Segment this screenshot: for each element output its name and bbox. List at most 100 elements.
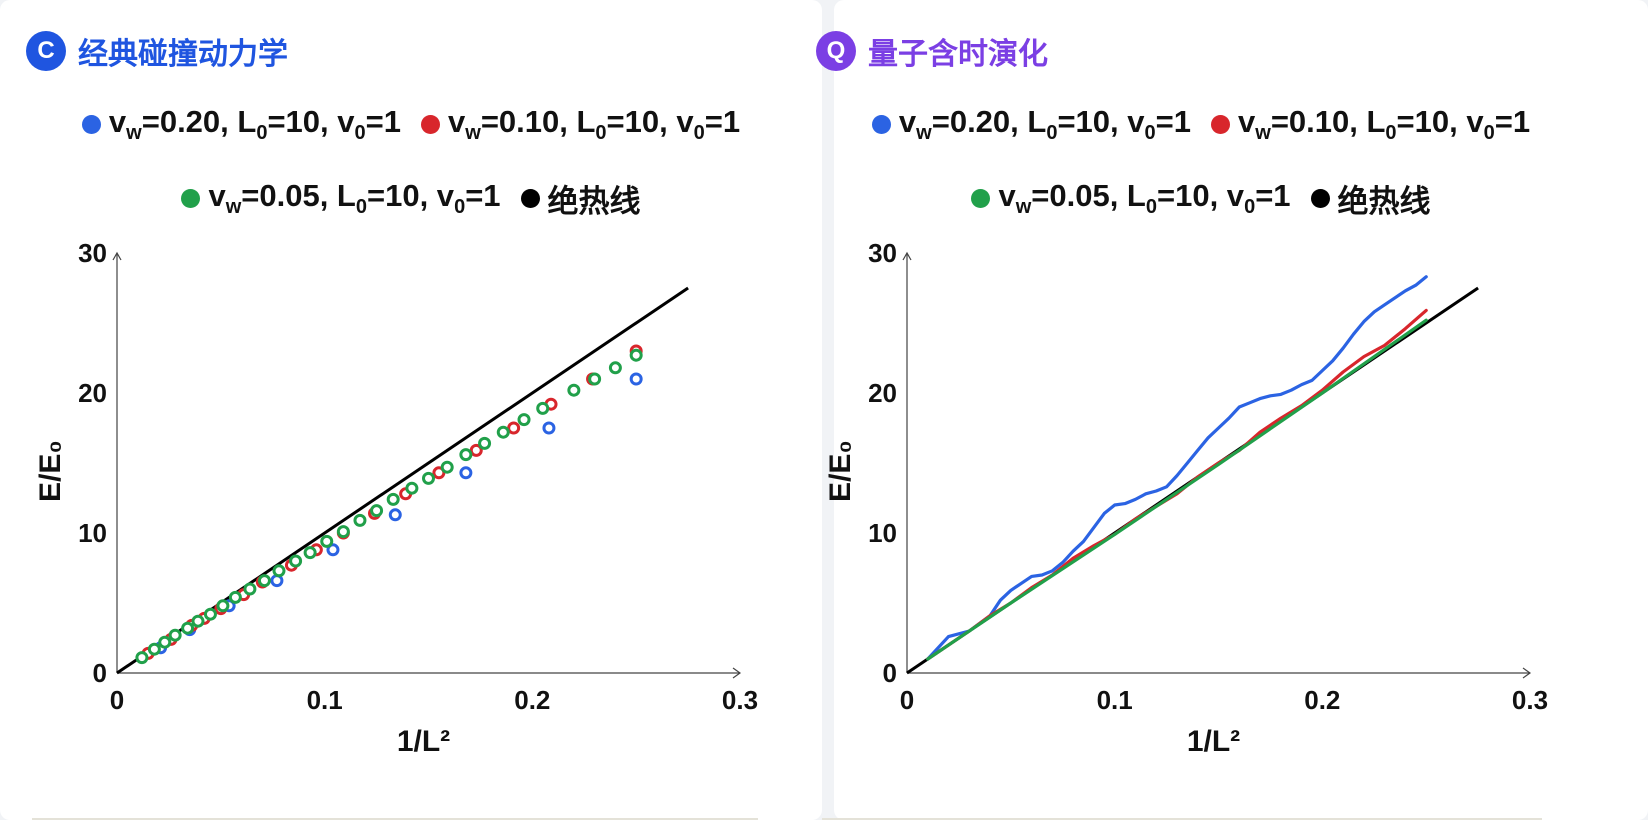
data-point [168,628,182,642]
legend-dot-red [1211,115,1230,135]
y-axis-arrow [112,251,122,261]
data-point [289,554,303,568]
legend-item-vw005: vw=0.05, L0=10, v0=1 [181,177,501,219]
data-point [191,614,205,628]
x-axis-arrow [1522,667,1532,679]
data-point [536,401,550,415]
panel-badge: Q [816,31,856,71]
legend-item-vw005: vw=0.05, L0=10, v0=1 [971,177,1291,219]
y-tick-label: 10 [78,518,107,548]
data-point [158,635,172,649]
data-point [517,413,531,427]
data-point [228,590,242,604]
data-point [629,372,643,386]
data-point [542,421,556,435]
legend-label: vw=0.05, L0=10, v0=1 [998,177,1291,219]
panel-title: 量子含时演化 [868,38,1048,71]
legend-dot-black [1310,189,1330,208]
data-point [440,460,454,474]
data-point [567,383,581,397]
legend-label-adiabatic: 绝热线 [1337,184,1431,219]
data-point [608,361,622,375]
legend-label: vw=0.20, L0=10, v0=1 [898,104,1191,145]
data-point [432,466,446,480]
y-tick-label: 30 [868,238,897,268]
data-point [629,348,643,362]
panel-header: Q 量子含时演化 [816,30,1048,72]
legend-item-vw010: vw=0.10, L0=10, v0=1 [1211,104,1530,145]
legend-dot-green [971,189,991,208]
divider [32,818,758,820]
data-point [326,543,340,557]
series-line-2 [926,318,1428,661]
data-point [370,504,384,518]
x-tick-label: 0.1 [307,685,343,715]
data-point [353,513,367,527]
x-axis-arrow [732,667,742,679]
x-tick-label: 0.1 [1097,685,1133,715]
legend-dot-blue [81,115,101,135]
data-point [135,651,149,665]
legend-item-vw020: vw=0.20, L0=10, v0=1 [871,104,1191,145]
panel-title: 经典碰撞动力学 [78,38,288,71]
data-point [272,564,286,578]
data-point [478,436,492,450]
x-tick-label: 0.3 [722,685,758,715]
chart-classical: 0 0.1 0.2 0.3 0 10 20 30 1/L² E/E₀ [34,238,758,758]
y-axis-title: E/E₀ [34,440,67,502]
legend-dot-red [421,115,440,135]
y-tick-label: 10 [868,518,897,548]
legend-label: vw=0.10, L0=10, v0=1 [448,104,741,145]
data-point [588,372,602,386]
panel-header: C 经典碰撞动力学 [26,30,288,72]
x-axis-title: 1/L² [397,725,450,758]
legend-item-adiabatic: 绝热线 [520,176,641,221]
y-tick-label: 30 [78,238,107,268]
y-axis-title: E/E₀ [824,440,857,502]
chart-quantum: 0 0.1 0.2 0.3 0 10 20 30 1/L² E/E₀ [824,238,1548,758]
quantum-panel: Q 量子含时演化 vw=0.20, L0=10, v0=1 vw=0.10, L… [816,0,1648,820]
legend-item-vw010: vw=0.10, L0=10, v0=1 [421,104,740,145]
legend-label: vw=0.20, L0=10, v0=1 [108,104,401,145]
data-point [203,607,217,621]
data-point [405,481,419,495]
y-tick-label: 20 [78,378,107,408]
legend-item-vw020: vw=0.20, L0=10, v0=1 [81,104,401,145]
y-tick-label: 20 [868,378,897,408]
legend-label-adiabatic: 绝热线 [547,184,641,219]
legend-row-2: vw=0.05, L0=10, v0=1 绝热线 [0,176,822,221]
data-point [459,448,473,462]
x-tick-label: 0.3 [1512,685,1548,715]
data-point [386,492,400,506]
data-point [388,508,402,522]
y-tick-label: 0 [883,658,897,688]
x-tick-label: 0.2 [1304,685,1340,715]
data-point [459,466,473,480]
legend-label: vw=0.10, L0=10, v0=1 [1238,104,1531,145]
divider [822,818,1542,820]
legend-label: vw=0.05, L0=10, v0=1 [208,177,501,219]
legend-row-2: vw=0.05, L0=10, v0=1 绝热线 [790,176,1612,221]
legend-item-adiabatic: 绝热线 [1310,176,1431,221]
y-tick-label: 0 [93,658,107,688]
data-point [422,471,435,485]
data-point [243,582,257,596]
x-tick-label: 0.2 [514,685,550,715]
panel-badge: C [26,31,66,71]
data-point [507,421,521,435]
classical-panel: C 经典碰撞动力学 vw=0.20, L0=10, v0=1 vw=0.10, … [0,0,822,820]
data-point [257,574,271,588]
series-line-0 [926,275,1428,661]
data-point [469,443,483,457]
legend-dot-green [181,189,201,208]
legend-row-1: vw=0.20, L0=10, v0=1 vw=0.10, L0=10, v0=… [0,104,822,145]
x-axis-title: 1/L² [1187,725,1240,758]
data-point [303,546,317,560]
legend-row-1: vw=0.20, L0=10, v0=1 vw=0.10, L0=10, v0=… [790,104,1612,145]
data-point [336,525,350,539]
legend-dot-black [520,189,540,208]
data-point [216,599,230,613]
data-point [320,534,334,548]
data-point [181,621,195,635]
y-axis-arrow [902,251,912,261]
